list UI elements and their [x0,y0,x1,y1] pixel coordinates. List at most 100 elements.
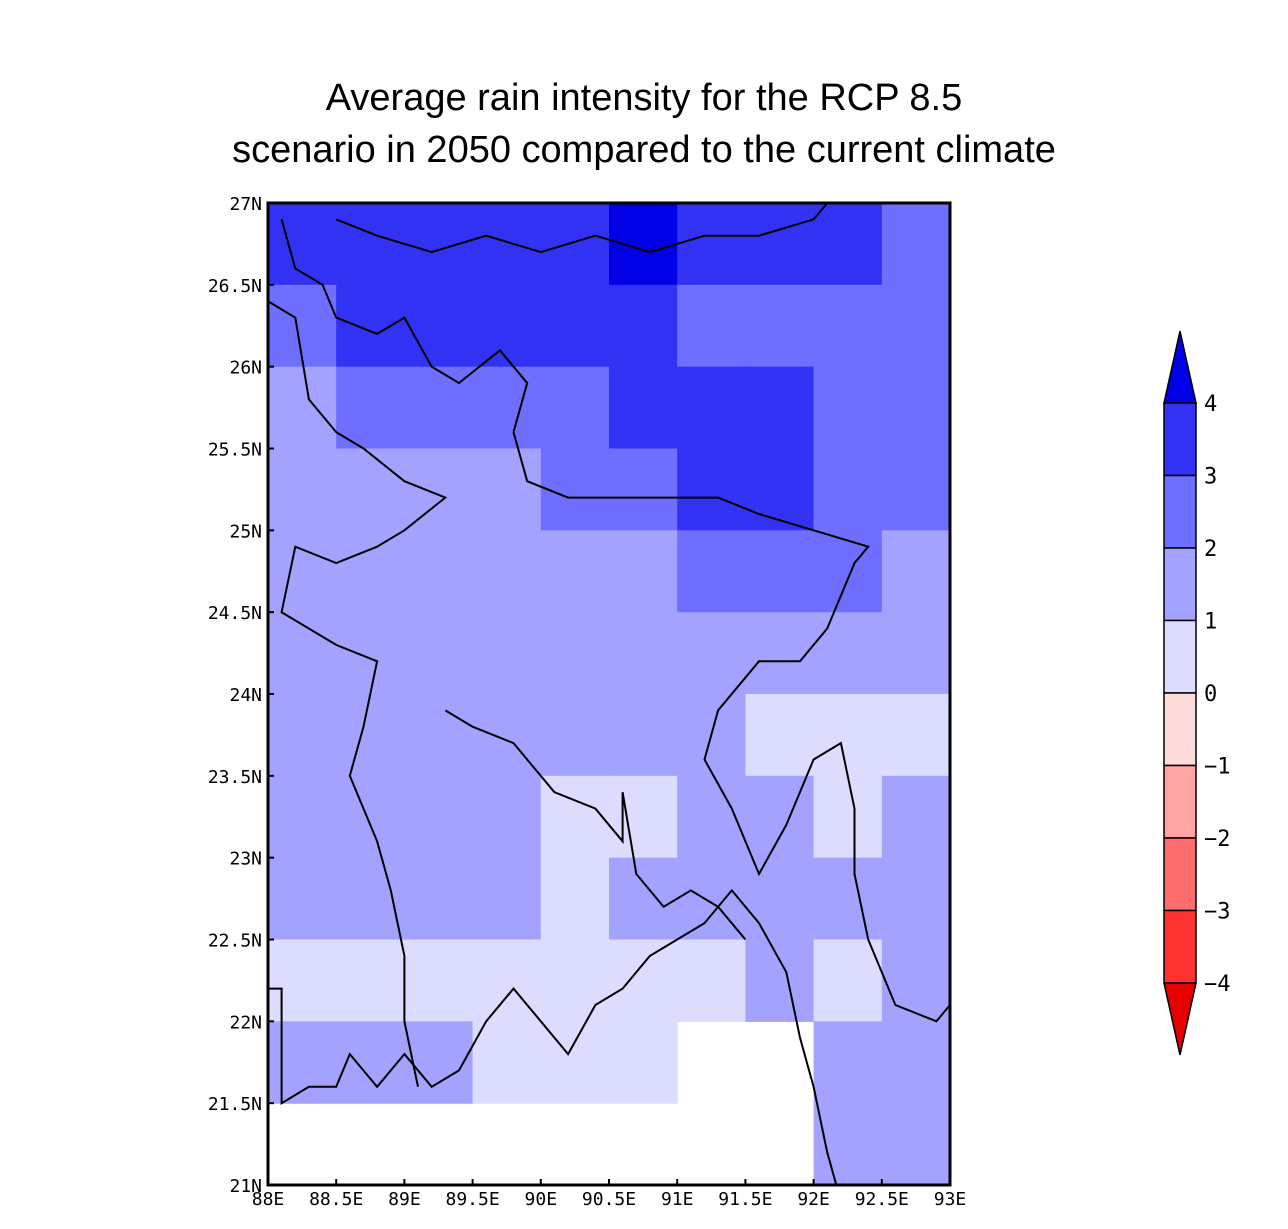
y-tick-label: 27N [229,194,262,215]
x-tick-label: 90E [525,1189,558,1210]
colorbar-label: 1 [1204,610,1217,635]
boundary-line [280,219,950,1023]
heatmap-cell [404,448,474,531]
chart-title: Average rain intensity for the RCP 8.5 s… [0,72,1288,176]
heatmap-cell [609,775,678,859]
heatmap-cell [609,694,678,777]
heatmap-cell [472,203,542,286]
heatmap-cells [268,203,951,1186]
colorbar-bin [1163,764,1197,839]
heatmap-cell [472,366,542,450]
heatmap-cell [472,530,542,613]
heatmap-cell [336,857,405,941]
heatmap-cell [609,612,678,695]
colorbar-arrow-bottom [1163,982,1197,1056]
heatmap-cell [404,939,474,1022]
heatmap-cell [540,612,610,695]
colorbar-bin [1163,474,1197,549]
heatmap-cell [745,448,815,531]
heatmap-cell [813,284,883,368]
heatmap-cell [881,939,951,1022]
boundary-line [268,888,838,1185]
boundary-line [335,203,828,254]
x-axis: 88E 88.5E 89E 89.5E 90E 90.5E 91E 91.5E 92E 92.5E… [252,1179,967,1210]
y-tick-label: 26N [229,358,262,379]
heatmap-cell [745,939,815,1022]
heatmap-cell [813,366,883,450]
heatmap-cell [813,1103,883,1186]
heatmap-cell [745,284,815,368]
colorbar-bin [1163,547,1197,622]
heatmap-cell [336,203,405,286]
x-tick-label: 89.5E [446,1189,500,1210]
x-tick-label: 91.5E [718,1189,772,1210]
colorbar-label: −2 [1204,827,1231,852]
heatmap-cell [540,448,610,531]
heatmap-cell [881,857,951,941]
heatmap-cell [609,448,678,531]
heatmap-cell [268,530,337,613]
heatmap-cell [745,612,815,695]
heatmap-cell [404,203,474,286]
y-tick-label: 22.5N [208,931,262,952]
x-tick-label: 89E [388,1189,421,1210]
y-tick-label: 21.5N [208,1094,262,1115]
heatmap-cell [609,203,678,286]
heatmap-cell [609,366,678,450]
heatmap-cell [609,857,678,941]
heatmap-cell [472,612,542,695]
heatmap-cell [268,939,337,1022]
heatmap-cell [472,857,542,941]
heatmap-cell [745,530,815,613]
heatmap-cell [404,530,474,613]
heatmap-cell [813,775,883,859]
colorbar-label: −4 [1204,972,1231,997]
colorbar-arrow-top [1163,330,1197,404]
colorbar: 4 3 2 1 0 −1 −2 −3 −4 [1163,330,1231,1056]
heatmap-cell [404,694,474,777]
heatmap-cell [881,448,951,531]
heatmap-cell [540,284,610,368]
heatmap-cell [745,857,815,941]
heatmap-cell [472,775,542,859]
x-tick-label: 93E [934,1189,967,1210]
heatmap-cell [813,612,883,695]
colorbar-label: 4 [1204,392,1217,417]
heatmap-cell [745,694,815,777]
heatmap-cell [677,530,746,613]
heatmap-cell [813,203,883,286]
heatmap-cell [745,366,815,450]
y-tick-label: 21N [229,1176,262,1197]
heatmap-cell [336,939,405,1022]
heatmap-cell [404,1021,474,1104]
x-tick-label: 91E [661,1189,694,1210]
chart-title-line-1: Average rain intensity for the RCP 8.5 [325,77,963,119]
heatmap-cell [336,694,405,777]
heatmap-cell [336,775,405,859]
colorbar-bin [1163,692,1197,767]
heatmap-cell [540,203,610,286]
heatmap-cell [745,775,815,859]
heatmap-cell [813,857,883,941]
y-axis: 27N 26.5N 26N 25.5N 25N 24.5N 24N 23.5N 23N 22.5N… [208,194,274,1197]
heatmap-cell [881,612,951,695]
heatmap-cell [336,612,405,695]
heatmap-cell [404,612,474,695]
heatmap-cell [268,366,337,450]
heatmap-cell [336,1021,405,1104]
heatmap-cell [813,694,883,777]
heatmap-cell [540,366,610,450]
colorbar-label: 0 [1204,682,1217,707]
y-tick-label: 22N [229,1012,262,1033]
x-tick-label: 88E [252,1189,285,1210]
heatmap-cell [677,366,746,450]
heatmap-cell [881,1103,951,1186]
heatmap-cell [609,284,678,368]
y-tick-label: 24.5N [208,603,262,624]
chart-title-line-2: scenario in 2050 compared to the current… [232,129,1056,171]
heatmap-cell [609,1021,678,1104]
x-tick-label: 90.5E [582,1189,636,1210]
heatmap-cell [881,366,951,450]
colorbar-bin [1163,837,1197,912]
